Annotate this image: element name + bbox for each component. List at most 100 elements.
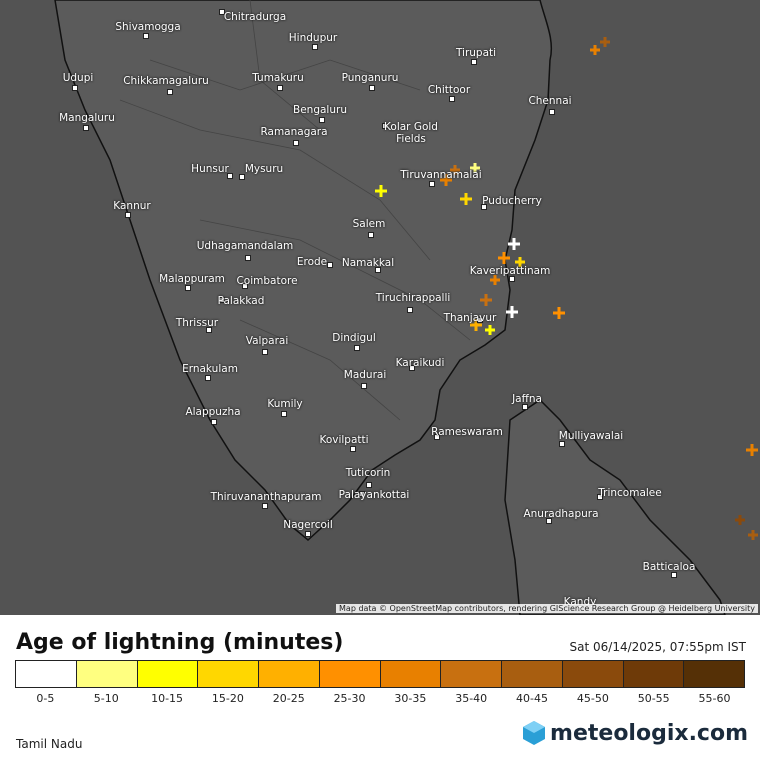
legend-label: 10-15 — [151, 692, 184, 705]
city-label: Malappuram — [159, 273, 225, 285]
city-label: Thrissur — [175, 317, 219, 329]
legend-label: 30-35 — [394, 692, 427, 705]
city-dot — [549, 109, 555, 115]
city-label: Batticaloa — [642, 561, 696, 573]
legend-swatch — [319, 661, 381, 687]
city-label: Alappuzha — [185, 406, 241, 418]
city-label: Salem — [352, 218, 386, 230]
city-label: Mulliyawalai — [558, 430, 624, 442]
city-dot — [167, 89, 173, 95]
city-dot — [522, 404, 528, 410]
brand[interactable]: meteologix.com — [522, 720, 748, 746]
city-label: Tiruchirappalli — [375, 292, 451, 304]
city-dot — [245, 255, 251, 261]
city-label: Namakkal — [341, 257, 395, 269]
city-dot — [409, 365, 415, 371]
legend-swatch — [562, 661, 624, 687]
lightning-strike — [746, 444, 758, 456]
legend-label: 40-45 — [516, 692, 549, 705]
city-label: Nagercoil — [283, 519, 333, 531]
city-dot — [305, 531, 311, 537]
city-dot — [434, 434, 440, 440]
legend-swatch — [502, 661, 563, 687]
city-dot — [281, 411, 287, 417]
city-dot — [227, 173, 233, 179]
sri-lanka-land — [504, 399, 726, 615]
map — [0, 0, 760, 615]
lightning-strike — [440, 174, 452, 186]
city-label: Coimbatore — [236, 275, 298, 287]
city-label: Bengaluru — [293, 104, 347, 116]
city-dot — [205, 375, 211, 381]
lightning-strike — [748, 530, 758, 540]
city-label: Anuradhapura — [523, 508, 599, 520]
city-dot — [219, 297, 225, 303]
city-label: Tirupati — [455, 47, 497, 59]
lightning-strikes — [375, 37, 758, 540]
city-dot — [72, 85, 78, 91]
city-label: Chitradurga — [223, 11, 287, 23]
city-label: Erode — [296, 256, 328, 268]
lightning-strike — [490, 275, 500, 285]
city-dot — [293, 140, 299, 146]
city-dot — [366, 482, 372, 488]
legend-labels: 0-5 5-10 10-15 15-20 20-25 25-30 30-35 35-40 40-… — [15, 692, 745, 705]
city-dot — [671, 572, 677, 578]
lightning-strike — [498, 252, 510, 264]
city-label: Puducherry — [482, 195, 542, 207]
city-label: Madurai — [343, 369, 387, 381]
city-label: Udhagamandalam — [196, 240, 294, 252]
legend-label: 20-25 — [272, 692, 305, 705]
lightning-strike — [480, 294, 492, 306]
city-label: Tiruvannamalai — [400, 169, 482, 181]
city-label: Shivamogga — [115, 21, 181, 33]
legend-swatch — [137, 661, 199, 687]
city-dot — [219, 9, 225, 15]
city-dot — [369, 85, 375, 91]
lightning-strike — [375, 185, 387, 197]
city-dot — [354, 345, 360, 351]
city-dot — [375, 267, 381, 273]
lightning-strike — [600, 37, 610, 47]
city-label: Tuticorin — [345, 467, 391, 479]
city-dot — [481, 204, 487, 210]
city-label: Valparai — [245, 335, 289, 347]
lightning-strike — [506, 306, 518, 318]
city-dot — [361, 383, 367, 389]
city-label: Punganuru — [341, 72, 399, 84]
city-label: Udupi — [62, 72, 94, 84]
city-label: Palayankottai — [338, 489, 410, 501]
city-dot — [471, 59, 477, 65]
city-dot — [382, 123, 388, 129]
city-dot — [429, 181, 435, 187]
legend-label: 55-60 — [698, 692, 731, 705]
city-dot — [83, 125, 89, 131]
city-label: Trincomalee — [598, 487, 662, 499]
legend-bar — [15, 660, 745, 688]
city-label: Rameswaram — [431, 426, 503, 438]
lightning-strike — [735, 515, 745, 525]
city-label: Chennai — [528, 95, 572, 107]
city-dot — [449, 96, 455, 102]
india-land — [54, 0, 552, 541]
city-dot — [597, 494, 603, 500]
city-dot — [262, 349, 268, 355]
legend-label: 45-50 — [576, 692, 609, 705]
city-dot — [242, 283, 248, 289]
city-label: Kovilpatti — [319, 434, 369, 446]
legend-label: 0-5 — [36, 692, 55, 705]
city-dot — [477, 317, 483, 323]
city-label: Hunsur — [191, 163, 229, 175]
lightning-strike — [508, 238, 520, 250]
city-dot — [350, 446, 356, 452]
city-label: Chittoor — [427, 84, 471, 96]
city-dot — [327, 262, 333, 268]
city-dot — [546, 518, 552, 524]
lightning-strike — [553, 307, 565, 319]
lightning-strike — [460, 193, 472, 205]
legend-label: 5-10 — [93, 692, 119, 705]
city-dot — [211, 419, 217, 425]
city-label: Kaveripattinam — [469, 265, 551, 277]
brand-name: meteologix.com — [550, 720, 748, 746]
